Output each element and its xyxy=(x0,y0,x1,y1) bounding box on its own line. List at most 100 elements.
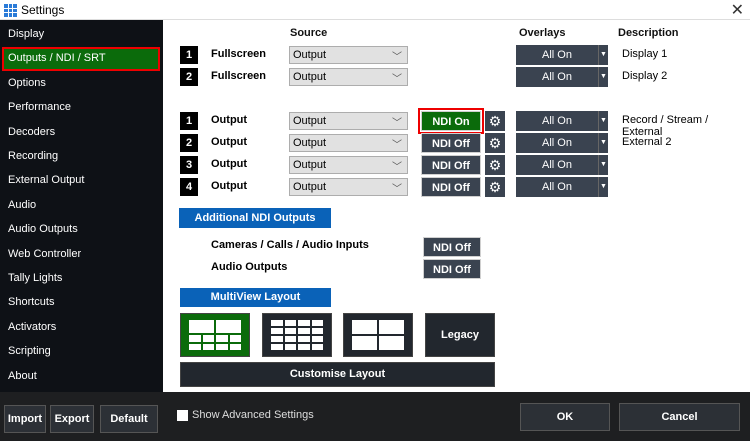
source-dropdown[interactable]: Output ﹀ xyxy=(289,68,408,86)
overlays-dropdown[interactable]: All On ▼ xyxy=(516,177,608,197)
multiview-layout-header: MultiView Layout xyxy=(180,288,331,307)
sidebar-item[interactable]: Outputs / NDI / SRT xyxy=(2,47,160,72)
sidebar-item[interactable]: Options xyxy=(8,76,46,89)
dropdown-arrow-icon: ▼ xyxy=(598,177,608,197)
row-description: Display 2 xyxy=(622,70,668,82)
row-number: 3 xyxy=(180,156,198,174)
source-value: Output xyxy=(293,159,327,171)
row-number: 2 xyxy=(180,134,198,152)
show-advanced-label: Show Advanced Settings xyxy=(192,409,314,421)
sidebar-item[interactable]: Display xyxy=(8,28,45,40)
additional-ndi-label: Audio Outputs xyxy=(211,261,288,273)
sidebar-item[interactable]: Activators xyxy=(8,320,57,333)
sidebar-item[interactable]: Shortcuts xyxy=(8,296,55,309)
description-header: Description xyxy=(618,27,679,39)
source-value: Output xyxy=(293,115,327,127)
chevron-down-icon: ﹀ xyxy=(392,140,402,151)
source-value: Output xyxy=(293,71,327,83)
source-dropdown[interactable]: Output ﹀ xyxy=(289,112,408,130)
overlays-dropdown[interactable]: All On ▼ xyxy=(516,45,608,65)
row-label: Output xyxy=(211,136,248,148)
overlays-value: All On xyxy=(542,181,572,193)
overlays-value: All On xyxy=(542,159,572,171)
source-value: Output xyxy=(293,137,327,149)
row-description: External 2 xyxy=(622,136,672,148)
default-button[interactable]: Default xyxy=(100,405,158,433)
source-value: Output xyxy=(293,49,327,61)
ndi-toggle-button[interactable]: NDI Off xyxy=(423,237,481,257)
sidebar-item[interactable]: Decoders xyxy=(8,125,56,138)
row-number: 1 xyxy=(180,112,198,130)
gear-icon[interactable]: ⚙ xyxy=(485,133,505,153)
customise-layout-button[interactable]: Customise Layout xyxy=(180,362,495,387)
multiview-layout-option[interactable] xyxy=(180,313,250,357)
import-button[interactable]: Import xyxy=(4,405,46,433)
multiview-legacy-option[interactable]: Legacy xyxy=(425,313,495,357)
sidebar: Display Outputs / NDI / SRT Options Perform… xyxy=(0,20,163,392)
additional-ndi-label: Cameras / Calls / Audio Inputs xyxy=(211,239,369,251)
sidebar-item[interactable]: Scripting xyxy=(8,345,51,358)
overlays-dropdown[interactable]: All On ▼ xyxy=(516,111,608,131)
sidebar-item[interactable]: Audio xyxy=(8,198,37,211)
dropdown-arrow-icon: ▼ xyxy=(598,155,608,175)
close-icon[interactable]: ✕ xyxy=(730,2,744,19)
chevron-down-icon: ﹀ xyxy=(392,74,402,85)
source-value: Output xyxy=(293,181,327,193)
app-grid-icon xyxy=(4,4,17,17)
row-description: Record / Stream / External xyxy=(622,114,709,138)
ndi-toggle-button[interactable]: NDI Off xyxy=(423,259,481,279)
source-header: Source xyxy=(290,27,328,39)
row-number: 1 xyxy=(180,46,198,64)
ndi-toggle-button[interactable]: NDI Off xyxy=(421,155,481,175)
chevron-down-icon: ﹀ xyxy=(392,52,402,63)
sidebar-item[interactable]: External Output xyxy=(8,174,85,187)
overlays-dropdown[interactable]: All On ▼ xyxy=(516,133,608,153)
ndi-toggle-button[interactable]: NDI On xyxy=(418,108,484,134)
row-label: Fullscreen xyxy=(211,48,267,60)
sidebar-item[interactable]: Recording xyxy=(8,150,59,162)
overlays-dropdown[interactable]: All On ▼ xyxy=(516,67,608,87)
ok-button[interactable]: OK xyxy=(520,403,610,431)
export-button[interactable]: Export xyxy=(50,405,94,433)
sidebar-item[interactable]: About xyxy=(8,369,37,382)
layout-grid-icon xyxy=(189,320,241,350)
dropdown-arrow-icon: ▼ xyxy=(598,111,608,131)
row-number: 4 xyxy=(180,178,198,196)
gear-icon[interactable]: ⚙ xyxy=(485,155,505,175)
sidebar-item[interactable]: Tally Lights xyxy=(8,272,63,284)
ndi-toggle-button[interactable]: NDI Off xyxy=(421,177,481,197)
row-label: Output xyxy=(211,180,248,192)
dropdown-arrow-icon: ▼ xyxy=(598,45,608,65)
dropdown-arrow-icon: ▼ xyxy=(598,67,608,87)
additional-ndi-outputs-header: Additional NDI Outputs xyxy=(179,208,331,228)
overlays-value: All On xyxy=(542,49,572,61)
title-bar: Settings ✕ xyxy=(0,0,750,20)
multiview-layout-option[interactable] xyxy=(343,313,413,357)
source-dropdown[interactable]: Output ﹀ xyxy=(289,134,408,152)
chevron-down-icon: ﹀ xyxy=(392,184,402,195)
row-label: Output xyxy=(211,158,248,170)
sidebar-item[interactable]: Web Controller xyxy=(8,247,82,260)
ndi-toggle-button[interactable]: NDI Off xyxy=(421,133,481,153)
chevron-down-icon: ﹀ xyxy=(392,162,402,173)
sidebar-item[interactable]: Performance xyxy=(8,101,71,114)
sidebar-item[interactable]: Audio Outputs xyxy=(8,223,78,236)
window-title: Settings xyxy=(21,3,65,17)
gear-icon[interactable]: ⚙ xyxy=(485,177,505,197)
footer-bar: Show Advanced Settings Import Export Defaul… xyxy=(0,392,750,441)
source-dropdown[interactable]: Output ﹀ xyxy=(289,156,408,174)
overlays-header: Overlays xyxy=(519,27,566,39)
row-number: 2 xyxy=(180,68,198,86)
chevron-down-icon: ﹀ xyxy=(392,118,402,129)
source-dropdown[interactable]: Output ﹀ xyxy=(289,178,408,196)
multiview-layout-option[interactable] xyxy=(262,313,332,357)
row-description: Display 1 xyxy=(622,48,668,60)
cancel-button[interactable]: Cancel xyxy=(619,403,740,431)
row-label: Output xyxy=(211,114,248,126)
dropdown-arrow-icon: ▼ xyxy=(598,133,608,153)
overlays-dropdown[interactable]: All On ▼ xyxy=(516,155,608,175)
gear-icon[interactable]: ⚙ xyxy=(485,111,505,131)
source-dropdown[interactable]: Output ﹀ xyxy=(289,46,408,64)
show-advanced-checkbox[interactable] xyxy=(177,410,188,421)
layout-grid-icon xyxy=(271,320,323,350)
